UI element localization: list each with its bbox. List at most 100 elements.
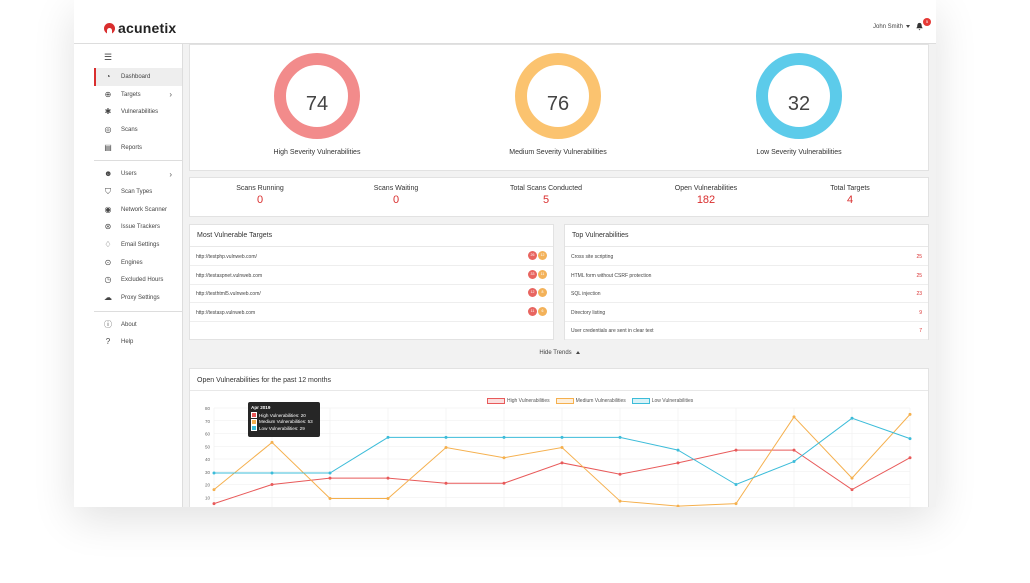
high-count-badge: 11 [528,306,537,316]
stat-label: Scans Running [236,185,284,192]
stat-value[interactable]: 0 [256,194,264,206]
sidebar-item-dashboard[interactable]: ◔ Dashboard [94,68,182,86]
sidebar-item-label: Help [121,339,134,346]
vulnerability-row[interactable]: Cross site scripting 25 [565,247,928,266]
target-url[interactable]: http://testasp.vulnweb.com [196,309,256,316]
vulnerability-name[interactable]: HTML form without CSRF protection [571,272,652,279]
sidebar-item-label: Users [121,171,137,178]
notification-bell-icon[interactable] [915,22,924,31]
sidebar-item-vulnerabilities[interactable]: ✱ Vulnerabilities [94,103,182,121]
vulnerability-name[interactable]: Cross site scripting [571,254,614,260]
data-point [328,471,332,475]
vulnerability-name[interactable]: Directory listing [571,309,606,316]
sidebar-item-engines[interactable]: ⊙ Engines [94,254,182,272]
data-point [212,471,216,475]
target-row[interactable]: http://testasp.vulnweb.com 11 6 [190,303,553,322]
brand-logo[interactable]: acunetix [104,20,176,36]
sidebar-item-excluded-hours[interactable]: ◷ Excluded Hours [94,272,182,290]
data-point [328,497,332,501]
vulnerability-name[interactable]: SQL injection [571,291,601,297]
brand-name: acunetix [118,20,177,36]
target-row[interactable]: http://testaspnet.vulnweb.com 33 11 [190,266,553,285]
card-title: Top Vulnerabilities [572,232,629,239]
medium-count-badge: 8 [538,288,547,297]
app-window: acunetix John Smith 5 ☰ ◔ Dashboard ⊕ Targe… [74,0,936,507]
chart-title: Open Vulnerabilities for the past 12 mon… [197,377,331,384]
tooltip-line-high: High Vulnerabilities: 20 [251,412,317,419]
severity-badges: 11 6 [527,306,547,316]
target-row[interactable]: http://testhtml5.vulnweb.com/12 8 [190,284,553,303]
data-point [328,476,332,480]
low-severity-ring[interactable]: 32 [756,53,842,139]
data-point [618,472,622,476]
data-point [908,456,912,460]
bug-icon: ✱ [104,107,112,117]
sidebar-item-users[interactable]: ☻ Users › [94,165,182,183]
y-tick-label: 40 [205,457,211,462]
hamburger-menu-icon[interactable]: ☰ [104,52,113,62]
medium-count-badge: 6 [538,306,547,316]
stat-scans-waiting: Scans Waiting 0 [336,185,456,206]
high-count-badge: 33 [528,269,537,279]
sidebar-item-label: Issue Trackers [121,224,161,231]
sidebar-item-reports[interactable]: ▤ Reports [94,139,182,157]
most-vulnerable-targets-card: Most Vulnerable Targets http://testphp.v… [189,224,554,340]
hide-trends-toggle[interactable]: Hide Trends [183,350,936,356]
sidebar-item-scans[interactable]: ◎ Scans [94,121,182,139]
legend-item[interactable]: High Vulnerabilities [487,398,550,404]
divider [190,246,553,247]
legend-label: Low Vulnerabilities [651,398,694,404]
email-bell-icon: ♢ [104,240,112,250]
vulnerability-row[interactable]: SQL injection 23 [565,284,928,303]
sidebar-item-proxy-settings[interactable]: ☁ Proxy Settings [94,289,182,307]
sidebar-item-network-scanner[interactable]: ◉ Network Scanner [94,201,182,219]
sidebar-item-targets[interactable]: ⊕ Targets › [94,86,182,104]
data-point [676,448,680,452]
target-icon: ⊕ [104,89,112,99]
data-point [444,446,448,450]
vulnerability-row[interactable]: Directory listing 9 [565,303,928,322]
user-menu[interactable]: John Smith [873,24,910,30]
target-url[interactable]: http://testaspnet.vulnweb.com [196,272,263,279]
cloud-icon: ☁ [104,293,112,303]
vulnerability-row[interactable]: User credentials are sent in clear text 7 [565,321,928,340]
sidebar-item-label: Scan Types [121,188,153,195]
stat-value[interactable]: 0 [392,194,400,206]
target-url[interactable]: http://testhtml5.vulnweb.com/ [196,291,261,297]
legend-swatch [251,425,257,432]
stat-label: Scans Waiting [373,185,419,192]
caret-up-icon [575,350,580,354]
sidebar-item-email-settings[interactable]: ♢ Email Settings [94,236,182,254]
sidebar-item-label: Reports [121,144,143,151]
stat-value[interactable]: 4 [846,194,854,206]
medium-severity-ring[interactable]: 76 [515,53,601,139]
data-point [792,460,796,464]
dashboard-main: 74 High Severity Vulnerabilities 76 Medi… [183,44,936,507]
high-severity-ring[interactable]: 74 [274,53,360,139]
stat-value[interactable]: 182 [696,194,716,206]
target-row[interactable]: http://testphp.vulnweb.com/26 12 [190,247,553,266]
medium-count-badge: 12 [538,251,547,260]
sidebar-item-about[interactable]: ⓘ About [94,316,182,334]
legend-item[interactable]: Low Vulnerabilities [631,398,694,404]
sidebar-item-label: Dashboard [121,73,151,80]
y-tick-label: 80 [205,406,211,411]
data-point [850,416,854,420]
severity-summary-card: 74 High Severity Vulnerabilities 76 Medi… [189,44,929,171]
sidebar-item-scan-types[interactable]: ⛉ Scan Types [94,183,182,201]
vulnerability-row[interactable]: HTML form without CSRF protection 25 [565,266,928,285]
sidebar-item-help[interactable]: ? Help [94,334,182,352]
tooltip-line-low: Low Vulnerabilities: 29 [251,425,317,432]
user-name: John Smith [872,24,903,30]
stat-label: Total Scans Conducted [510,185,582,192]
target-url[interactable]: http://testphp.vulnweb.com/ [196,254,257,260]
data-point [676,504,680,507]
y-tick-label: 70 [205,419,211,424]
sidebar-item-issue-trackers[interactable]: ⊛ Issue Trackers [94,219,182,237]
stat-value[interactable]: 5 [542,194,550,206]
vulnerability-name[interactable]: User credentials are sent in clear text [571,328,654,334]
chart-legend: High Vulnerabilities Medium Vulnerabiliti… [487,398,699,404]
issue-tracker-icon: ⊛ [104,222,112,232]
help-icon: ? [105,337,111,347]
legend-item[interactable]: Medium Vulnerabilities [555,398,626,404]
